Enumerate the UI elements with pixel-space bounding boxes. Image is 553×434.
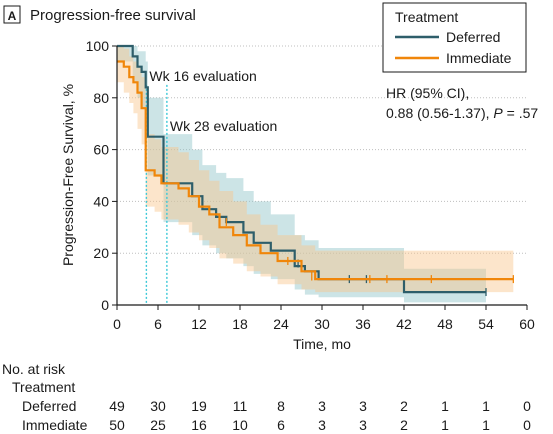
- x-tick-label: 30: [314, 316, 330, 332]
- panel-letter-box: [3, 5, 21, 24]
- at-risk-count: 3: [359, 417, 367, 433]
- y-tick-label: 20: [93, 245, 109, 261]
- hazard-ratio-line1: HR (95% CI),: [386, 85, 469, 101]
- survival-curve-immediate: [117, 60, 514, 281]
- at-risk-count: 6: [277, 417, 285, 433]
- at-risk-count: 50: [109, 417, 125, 433]
- legend-label-immediate: Immediate: [446, 50, 512, 66]
- x-tick-label: 18: [232, 316, 248, 332]
- at-risk-row-label-immediate: Immediate: [22, 417, 88, 433]
- at-risk-count: 1: [441, 398, 449, 414]
- at-risk-count: 16: [191, 417, 207, 433]
- legend-label-deferred: Deferred: [446, 29, 500, 45]
- at-risk-count: 49: [109, 398, 125, 414]
- at-risk-count: 1: [482, 398, 490, 414]
- at-risk-count: 3: [359, 398, 367, 414]
- at-risk-count: 30: [150, 398, 166, 414]
- at-risk-row-label-deferred: Deferred: [22, 398, 76, 414]
- at-risk-count: 1: [441, 417, 449, 433]
- at-risk-count: 0: [523, 398, 531, 414]
- confidence-bands: [117, 46, 514, 303]
- at-risk-count: 19: [191, 398, 207, 414]
- x-tick-label: 42: [396, 316, 412, 332]
- panel-letter: A: [8, 9, 17, 23]
- x-axis-label: Time, mo: [293, 336, 351, 352]
- hazard-ratio-line2: 0.88 (0.56-1.37), P = .57: [386, 105, 538, 121]
- y-tick-label: 100: [86, 38, 110, 54]
- at-risk-count: 2: [400, 398, 408, 414]
- legend-title: Treatment: [395, 9, 458, 25]
- legend: Treatment Deferred Immediate: [382, 2, 527, 73]
- at-risk-count: 1: [482, 417, 490, 433]
- x-tick-label: 54: [478, 316, 494, 332]
- x-tick-label: 12: [191, 316, 207, 332]
- survival-curves: [117, 44, 514, 297]
- panel-title: Progression-free survival: [30, 7, 196, 24]
- y-tick-label: 0: [101, 297, 109, 313]
- p-value: = .57: [503, 105, 539, 121]
- x-tick-label: 0: [113, 316, 121, 332]
- gridlines: [117, 45, 527, 254]
- at-risk-count: 3: [318, 417, 326, 433]
- hazard-ratio-estimate: 0.88 (0.56-1.37),: [386, 105, 493, 121]
- at-risk-count: 10: [232, 417, 248, 433]
- x-tick-label: 6: [154, 316, 162, 332]
- at-risk-count: 3: [318, 398, 326, 414]
- at-risk-count: 8: [277, 398, 285, 414]
- at-risk-title: No. at risk: [2, 361, 66, 377]
- at-risk-table: No. at risk Treatment Deferred Immediate…: [2, 361, 531, 433]
- at-risk-count: 25: [150, 417, 166, 433]
- y-axis-label: Progression-Free Survival, %: [60, 84, 76, 266]
- x-tick-label: 60: [519, 316, 535, 332]
- ci-band-deferred: [117, 46, 486, 303]
- evaluation-label: Wk 28 evaluation: [170, 118, 277, 134]
- at-risk-count: 2: [400, 417, 408, 433]
- at-risk-group-label: Treatment: [12, 379, 75, 395]
- ci-band-immediate: [117, 46, 514, 293]
- p-label: P: [493, 105, 503, 121]
- x-tick-label: 36: [355, 316, 371, 332]
- y-tick-label: 60: [93, 142, 109, 158]
- evaluation-label: Wk 16 evaluation: [149, 68, 256, 84]
- axes: 0 6 12 18 24 30 36 42 48 54 60 0 20 40 60 80 100: [86, 38, 535, 332]
- at-risk-count: 11: [233, 398, 248, 414]
- x-tick-label: 48: [437, 316, 453, 332]
- y-tick-label: 80: [93, 90, 109, 106]
- y-tick-label: 40: [93, 193, 109, 209]
- at-risk-count: 0: [523, 417, 531, 433]
- x-tick-label: 24: [273, 316, 289, 332]
